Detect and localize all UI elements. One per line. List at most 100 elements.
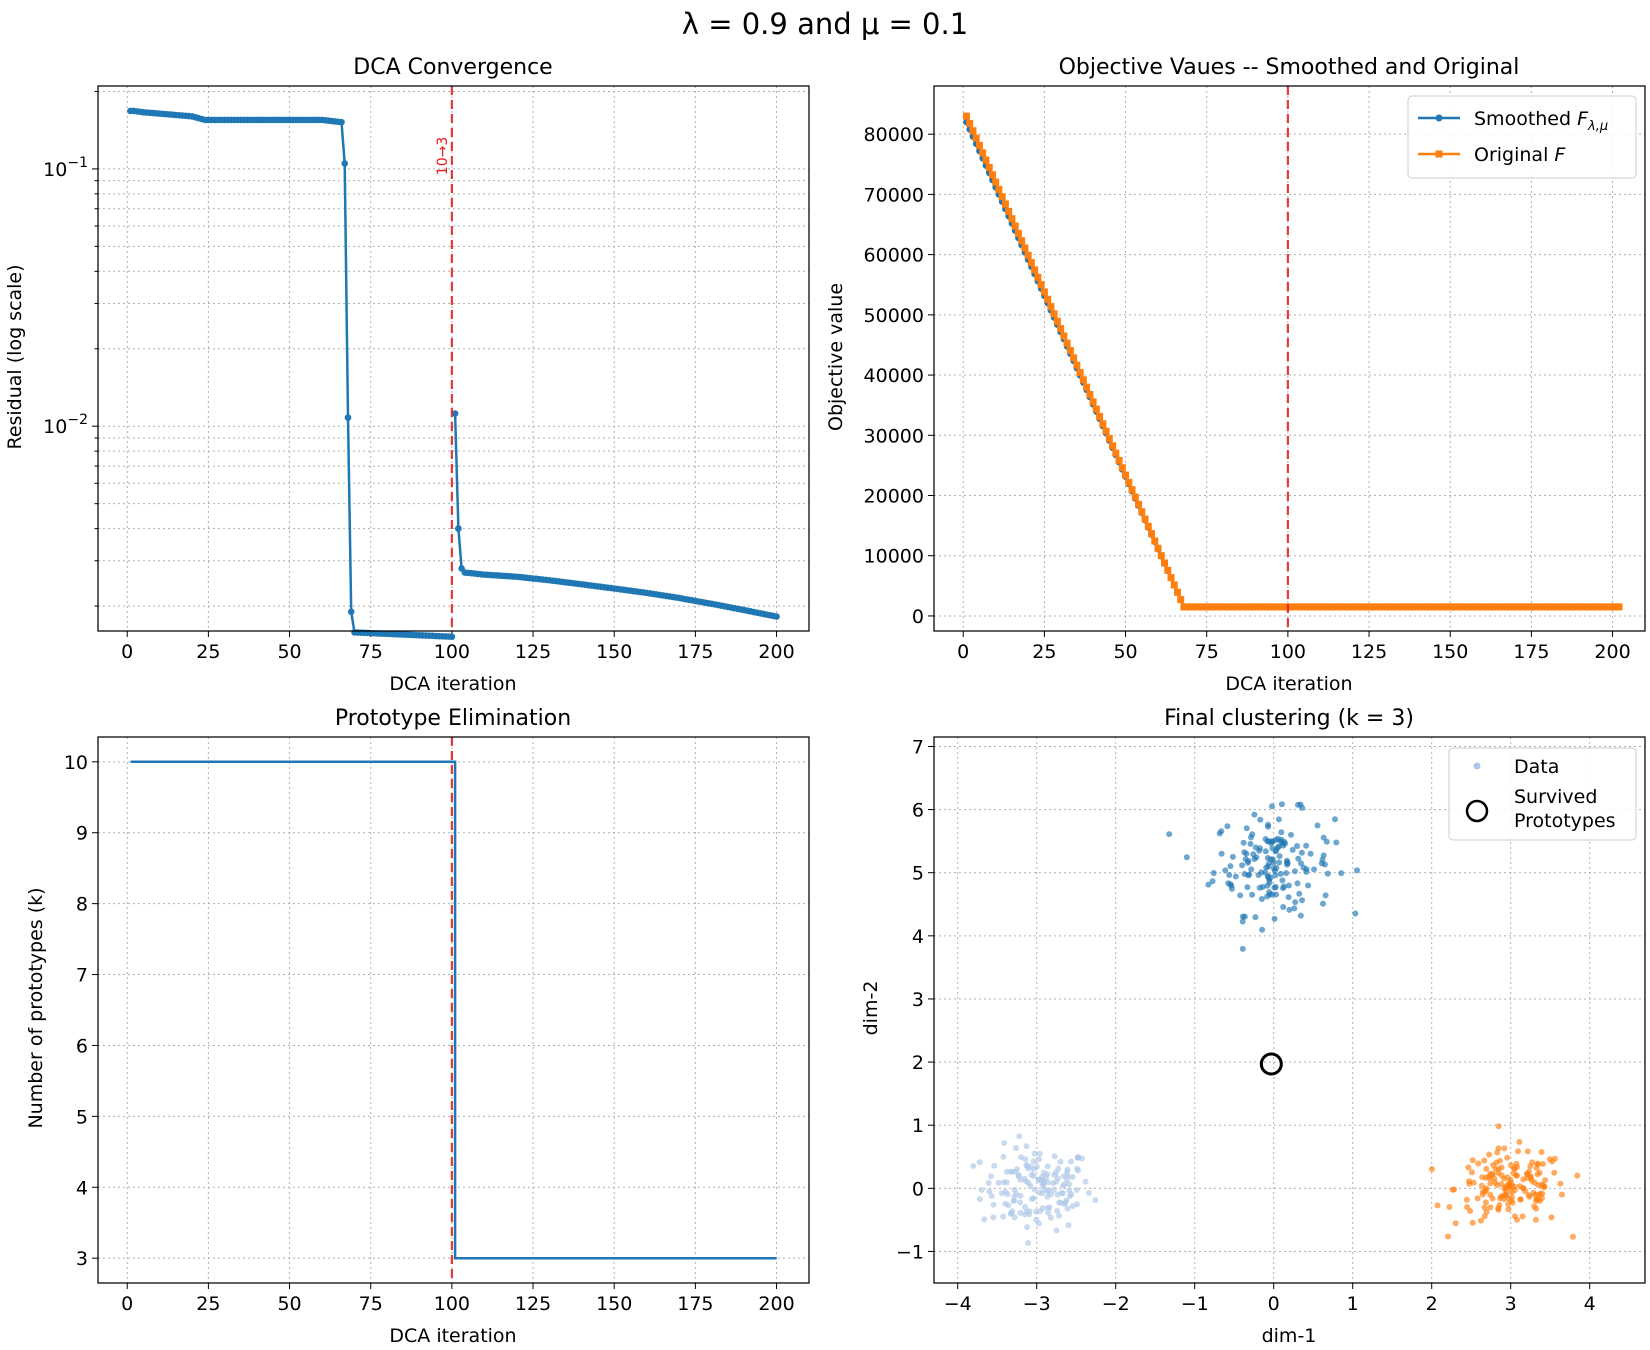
- data-point: [1024, 1224, 1031, 1231]
- y-tick-label: 7: [76, 965, 88, 987]
- original-point: [1021, 244, 1029, 252]
- x-tick-label: −4: [944, 1293, 972, 1315]
- data-point: [1036, 1189, 1043, 1196]
- data-point: [1059, 1190, 1066, 1197]
- data-point: [1469, 1157, 1476, 1164]
- data-point: [1557, 1180, 1564, 1187]
- x-tick-label: 175: [677, 1293, 713, 1315]
- data-point: [1045, 1209, 1052, 1216]
- x-tick-label: −1: [1181, 1293, 1209, 1315]
- prototype-elimination-xlabel: DCA iteration: [389, 1325, 516, 1347]
- original-point: [1112, 449, 1120, 457]
- data-point: [1466, 1178, 1473, 1185]
- data-point: [1243, 825, 1250, 832]
- data-point: [1352, 910, 1359, 917]
- legend-marker: [1435, 114, 1443, 122]
- data-point: [1516, 1183, 1523, 1190]
- data-point: [1229, 853, 1236, 860]
- data-point: [1267, 874, 1274, 881]
- data-point: [1542, 1177, 1549, 1184]
- data-point: [1333, 839, 1340, 846]
- data-point: [1241, 871, 1248, 877]
- data-point: [1551, 1169, 1558, 1176]
- original-point: [995, 185, 1003, 193]
- legend-prototype-marker: [1465, 799, 1489, 823]
- data-point: [1276, 853, 1283, 860]
- data-point: [1519, 1213, 1526, 1220]
- original-point: [1014, 229, 1022, 237]
- data-point: [1297, 912, 1304, 919]
- data-point: [1011, 1186, 1018, 1193]
- x-tick-label: 175: [677, 641, 713, 663]
- data-point: [1446, 1204, 1453, 1210]
- data-point: [1056, 1212, 1062, 1219]
- data-point: [1218, 850, 1225, 857]
- data-point: [1320, 900, 1326, 907]
- original-point: [1066, 347, 1074, 355]
- data-point: [990, 1201, 997, 1208]
- data-point: [1465, 1164, 1472, 1171]
- data-point: [1068, 1191, 1075, 1198]
- data-point: [1294, 843, 1301, 849]
- data-point: [1249, 831, 1256, 838]
- data-point: [1073, 1187, 1080, 1193]
- data-point: [1534, 1161, 1541, 1168]
- y-tick-label: 0: [912, 1178, 924, 1200]
- data-point: [1065, 1222, 1072, 1229]
- legend-subscript: λ,μ: [1587, 119, 1608, 134]
- y-tick-label: 7: [912, 736, 924, 758]
- data-point: [1307, 850, 1314, 857]
- data-point: [988, 1193, 995, 1199]
- data-point: [1314, 822, 1321, 829]
- legend-box: [1448, 747, 1637, 841]
- original-point: [1164, 566, 1172, 574]
- original-point: [1135, 500, 1143, 508]
- original-point: [1008, 215, 1016, 223]
- residual-line: [130, 109, 452, 638]
- data-point: [1018, 1154, 1025, 1161]
- original-point: [1040, 288, 1048, 296]
- legend-prototype-label-1: Survived: [1514, 786, 1597, 808]
- data-point: [1251, 811, 1258, 818]
- data-point: [1068, 1158, 1074, 1165]
- x-tick-label: 75: [359, 1293, 383, 1315]
- data-point: [1053, 1227, 1060, 1234]
- data-point: [1533, 1205, 1540, 1212]
- original-point: [1076, 368, 1084, 376]
- survived-prototype-marker: [1259, 1052, 1283, 1076]
- data-point: [1286, 906, 1293, 913]
- data-point: [1338, 870, 1345, 877]
- data-point: [1474, 1195, 1481, 1202]
- data-point: [1294, 880, 1301, 887]
- data-point: [1008, 1210, 1015, 1217]
- data-point: [1249, 891, 1256, 898]
- data-point: [1085, 1190, 1092, 1196]
- data-point: [1522, 1188, 1529, 1195]
- dca-convergence-title: DCA Convergence: [353, 55, 552, 80]
- data-point: [1532, 1191, 1539, 1198]
- residual-point: [341, 160, 349, 167]
- original-point: [1170, 581, 1178, 589]
- original-point: [1031, 266, 1039, 274]
- data-point: [1037, 1208, 1044, 1215]
- data-point: [1516, 1139, 1523, 1145]
- data-point: [1534, 1171, 1541, 1178]
- data-point: [1030, 1172, 1037, 1179]
- y-tick-label: 30000: [864, 425, 924, 447]
- data-point: [1495, 1206, 1502, 1213]
- data-point: [1470, 1179, 1477, 1186]
- legend-label: Original F: [1474, 144, 1566, 166]
- data-point: [1486, 1151, 1493, 1158]
- data-point: [1279, 877, 1286, 884]
- objective-values-ylabel: Objective value: [825, 283, 847, 431]
- x-tick-label: 125: [515, 1293, 551, 1315]
- data-point: [1498, 1181, 1505, 1188]
- final-clustering-ylabel: dim-2: [860, 981, 882, 1036]
- x-tick-label: −2: [1102, 1293, 1130, 1315]
- dca-convergence-panel: DCA Convergence DCA iteration Residual (…: [4, 55, 810, 695]
- legend-box: [1407, 95, 1637, 179]
- data-point: [1237, 892, 1244, 899]
- x-tick-label: 1: [1347, 1293, 1359, 1315]
- data-point: [1257, 845, 1263, 852]
- data-point: [991, 1162, 998, 1169]
